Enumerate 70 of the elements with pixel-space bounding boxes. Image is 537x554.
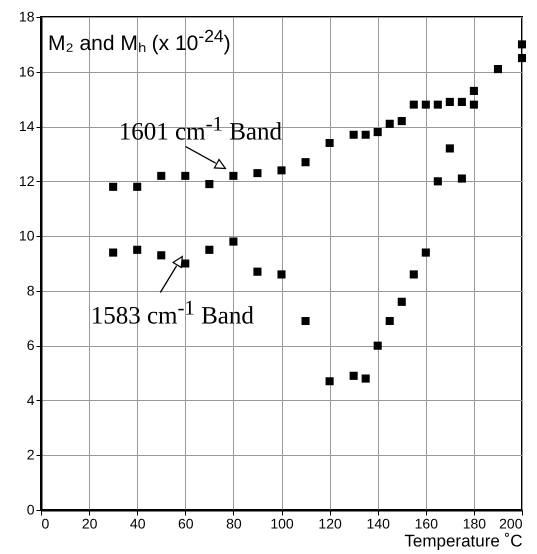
x-tick-label: 140 — [366, 516, 390, 532]
y-tick-label: 14 — [18, 118, 35, 134]
point — [398, 117, 406, 126]
point — [434, 100, 442, 109]
point — [362, 130, 370, 139]
y-tick-label: 12 — [18, 172, 35, 189]
point — [277, 166, 286, 174]
y-tick-label: 2 — [26, 446, 35, 463]
point — [374, 128, 382, 136]
x-tick-label: 80 — [226, 516, 242, 532]
x-tick-label: 60 — [178, 516, 194, 532]
y-tick-label: 8 — [26, 282, 35, 298]
point — [386, 120, 394, 128]
y-tick-label: 10 — [18, 228, 35, 244]
point — [157, 251, 166, 260]
point — [458, 98, 466, 106]
point — [446, 144, 454, 152]
x-tick-label: 0 — [42, 516, 50, 532]
point — [205, 246, 214, 254]
point — [470, 86, 478, 95]
point — [109, 248, 118, 257]
point — [302, 158, 310, 166]
point — [133, 246, 142, 254]
point — [253, 169, 262, 178]
point — [422, 248, 430, 257]
point — [326, 377, 334, 386]
point — [181, 259, 190, 268]
y-tick-label: 6 — [26, 337, 35, 354]
x-axis-title: Temperature ˚C — [404, 532, 522, 550]
point — [494, 65, 502, 74]
point — [253, 268, 262, 276]
y-tick-label: 18 — [18, 8, 35, 24]
point — [374, 342, 382, 350]
point — [229, 238, 238, 246]
point — [434, 177, 442, 186]
x-tick-label: 20 — [82, 516, 98, 532]
point — [350, 372, 358, 380]
point — [470, 100, 478, 109]
x-tick-label: 160 — [414, 516, 438, 532]
point — [205, 180, 214, 188]
x-tick-label: 180 — [462, 516, 486, 532]
point — [302, 316, 310, 326]
point — [362, 374, 370, 383]
point — [458, 174, 466, 183]
y-tick-label: 4 — [26, 392, 35, 408]
point — [518, 40, 526, 48]
x-tick-label: 40 — [130, 516, 146, 532]
point — [181, 172, 190, 180]
point — [277, 270, 286, 278]
point — [386, 316, 394, 326]
point — [326, 138, 334, 148]
annotation: 1583 cm$^{-1}$ Band — [90, 294, 254, 330]
point — [133, 182, 142, 191]
point — [350, 130, 358, 139]
point — [109, 182, 118, 191]
annotation: 1601 cm$^{-1}$ Band — [118, 112, 282, 148]
point — [422, 100, 430, 109]
point — [229, 172, 238, 180]
y-tick-label: 16 — [18, 63, 35, 80]
point — [157, 172, 166, 180]
text: M₂ and Mₕ (x 10$^{-24}$) — [48, 26, 231, 56]
x-tick-label: 200 — [499, 516, 523, 532]
point — [398, 298, 406, 306]
x-tick-label: 100 — [270, 516, 294, 532]
y-tick-label: 0 — [26, 502, 35, 518]
point — [410, 100, 418, 109]
x-tick-label: 120 — [318, 516, 342, 532]
point — [410, 270, 418, 278]
point — [518, 54, 526, 62]
point — [446, 98, 454, 106]
